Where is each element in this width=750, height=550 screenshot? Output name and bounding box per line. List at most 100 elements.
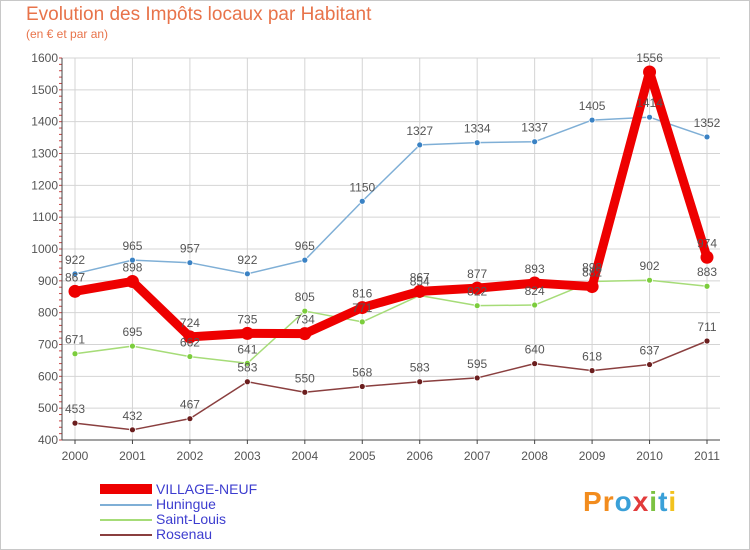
data-label-saint-louis: 854 (410, 274, 430, 288)
data-point-rosenau (71, 419, 79, 427)
data-label-saint-louis: 898 (582, 260, 602, 274)
data-label-saint-louis: 771 (352, 301, 372, 315)
data-label-rosenau: 453 (65, 402, 85, 416)
legend-label-huningue: Huningue (156, 496, 216, 512)
data-point-saint-louis (703, 282, 711, 290)
data-point-village-neuf (413, 284, 427, 298)
data-label-huningue: 1352 (694, 116, 721, 130)
logo-letter: P (583, 486, 603, 517)
x-tick-label: 2006 (406, 449, 433, 463)
data-label-village-neuf: 974 (697, 236, 717, 250)
data-point-saint-louis (243, 359, 251, 367)
data-point-huningue (301, 256, 309, 264)
data-point-rosenau (301, 388, 309, 396)
y-tick-label: 900 (38, 274, 58, 288)
data-label-huningue: 1414 (636, 96, 663, 110)
proxiti-logo: Proxiti (583, 486, 677, 518)
data-point-village-neuf (125, 274, 139, 288)
y-tick-label: 1000 (31, 242, 58, 256)
data-label-village-neuf: 724 (180, 316, 200, 330)
y-tick-label: 600 (38, 369, 58, 383)
data-point-village-neuf (585, 280, 599, 294)
data-point-village-neuf (470, 281, 484, 295)
data-label-huningue: 1405 (579, 99, 606, 113)
data-point-saint-louis (129, 342, 136, 350)
data-point-rosenau (588, 367, 596, 375)
x-tick-label: 2011 (694, 449, 720, 463)
series-line-rosenau (74, 340, 708, 431)
data-point-village-neuf (643, 65, 657, 79)
data-label-huningue: 1150 (349, 180, 375, 194)
x-tick-label: 2000 (62, 449, 89, 463)
data-label-saint-louis: 902 (640, 259, 660, 273)
data-label-village-neuf: 734 (295, 313, 315, 327)
legend-label-saint-louis: Saint-Louis (156, 511, 227, 527)
legend-swatch-village-neuf (100, 484, 152, 494)
chart-subtitle: (en € et par an) (26, 27, 109, 41)
data-label-huningue: 1337 (521, 121, 548, 135)
data-label-saint-louis: 695 (122, 325, 142, 339)
legend-swatch-rosenau (100, 534, 152, 536)
data-point-rosenau (531, 360, 539, 368)
series-line-huningue (74, 116, 708, 275)
data-point-huningue (71, 270, 79, 278)
data-label-saint-louis: 822 (467, 285, 487, 299)
data-label-saint-louis: 824 (525, 284, 545, 298)
data-label-rosenau: 432 (122, 409, 142, 423)
data-point-saint-louis (301, 307, 309, 315)
data-point-village-neuf (68, 284, 82, 298)
y-tick-label: 1500 (31, 83, 58, 97)
data-label-village-neuf: 735 (237, 312, 257, 326)
data-label-rosenau: 711 (697, 320, 716, 334)
data-point-huningue (416, 141, 424, 149)
data-label-rosenau: 583 (237, 361, 257, 375)
data-point-huningue (358, 197, 366, 205)
x-tick-label: 2010 (636, 449, 663, 463)
data-label-village-neuf: 816 (352, 287, 372, 301)
data-label-village-neuf: 882 (582, 266, 602, 280)
data-label-huningue: 922 (237, 253, 257, 267)
data-point-saint-louis (473, 302, 481, 310)
x-tick-label: 2007 (464, 449, 491, 463)
data-point-huningue (243, 270, 251, 278)
data-label-saint-louis: 662 (180, 336, 200, 350)
series-line-village-neuf (70, 67, 712, 342)
data-point-huningue (186, 259, 194, 267)
logo-letter: o (614, 486, 633, 517)
data-label-huningue: 1334 (464, 122, 491, 136)
data-point-huningue (646, 113, 653, 121)
data-point-village-neuf (298, 327, 312, 341)
x-tick-label: 2001 (119, 449, 146, 463)
y-tick-label: 500 (38, 401, 58, 415)
data-point-huningue (703, 133, 711, 141)
logo-letter: x (632, 486, 650, 517)
data-point-rosenau (129, 426, 136, 434)
y-tick-label: 1400 (31, 115, 58, 129)
data-label-rosenau: 637 (640, 344, 660, 358)
data-label-huningue: 1327 (406, 124, 433, 138)
logo-letter: t (658, 486, 669, 517)
chart-title: Evolution des Impôts locaux par Habitant (26, 4, 372, 25)
data-point-saint-louis (358, 318, 366, 326)
data-point-saint-louis (71, 350, 79, 358)
legend-label-rosenau: Rosenau (156, 526, 213, 542)
data-point-village-neuf (240, 326, 254, 340)
data-point-village-neuf (183, 330, 197, 344)
x-tick-label: 2004 (291, 449, 318, 463)
series-line-saint-louis (74, 279, 708, 365)
data-point-rosenau (186, 415, 194, 423)
data-point-huningue (129, 256, 136, 264)
data-point-village-neuf (355, 301, 369, 315)
data-point-rosenau (703, 337, 711, 345)
y-tick-label: 1600 (31, 51, 58, 65)
data-label-huningue: 965 (295, 239, 315, 253)
logo-letter: r (602, 486, 615, 517)
x-tick-label: 2003 (234, 449, 261, 463)
x-tick-label: 2008 (521, 449, 548, 463)
data-label-rosenau: 568 (352, 366, 372, 380)
x-tick-label: 2005 (349, 449, 376, 463)
data-point-saint-louis (646, 276, 653, 284)
data-label-rosenau: 550 (295, 371, 315, 385)
